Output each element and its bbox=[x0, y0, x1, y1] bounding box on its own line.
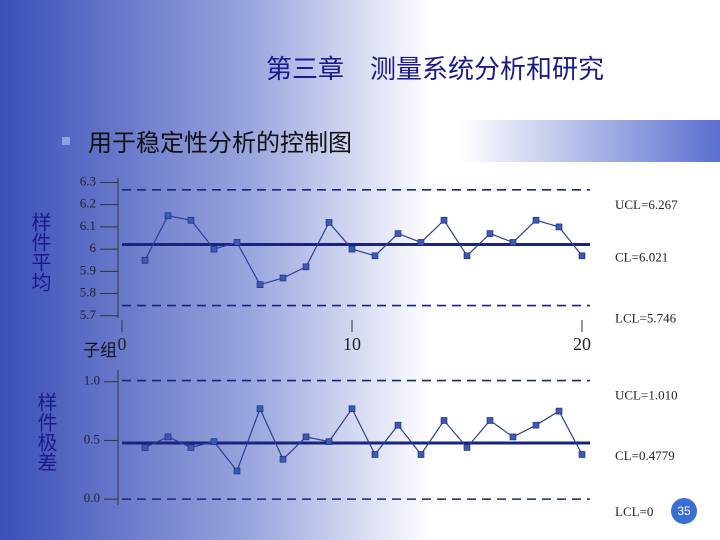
data-point bbox=[463, 252, 471, 260]
data-point bbox=[463, 444, 471, 451]
data-point bbox=[532, 216, 540, 224]
limit-label: UCL=6.267 bbox=[615, 197, 678, 212]
data-point bbox=[509, 433, 517, 441]
data-point bbox=[325, 219, 333, 226]
data-point bbox=[578, 252, 586, 260]
data-point bbox=[164, 433, 172, 441]
data-point bbox=[371, 252, 379, 260]
y-tick-label: 6.2 bbox=[80, 196, 96, 211]
data-point bbox=[210, 438, 218, 445]
y-tick-label: 6.1 bbox=[80, 218, 96, 233]
data-point bbox=[164, 212, 172, 220]
limit-label: UCL=1.010 bbox=[615, 388, 678, 403]
data-point bbox=[371, 451, 379, 458]
data-point bbox=[302, 433, 310, 441]
data-point bbox=[509, 239, 517, 246]
y-tick-label: 5.9 bbox=[80, 262, 96, 277]
data-point bbox=[279, 274, 287, 282]
y-tick-label: 0.0 bbox=[84, 490, 100, 505]
data-point bbox=[394, 230, 402, 237]
data-point bbox=[256, 405, 264, 413]
y-axis-title: 样件极差 bbox=[34, 392, 58, 472]
data-point bbox=[417, 451, 425, 458]
page-badge bbox=[671, 498, 697, 524]
limit-label: LCL=5.746 bbox=[615, 311, 677, 326]
limit-label: LCL=0 bbox=[615, 504, 653, 519]
page-number: 35 bbox=[677, 504, 691, 518]
data-point bbox=[348, 245, 356, 253]
y-tick-label: 5.7 bbox=[80, 307, 97, 322]
data-point bbox=[578, 451, 586, 458]
y-axis-title: 样件平均 bbox=[28, 212, 52, 292]
y-tick-label: 6 bbox=[90, 240, 97, 255]
data-point bbox=[233, 467, 241, 475]
data-point bbox=[256, 281, 264, 288]
limit-label: CL=0.4779 bbox=[615, 448, 675, 463]
data-point bbox=[555, 223, 563, 231]
data-point bbox=[279, 455, 287, 463]
data-point bbox=[440, 216, 448, 224]
y-tick-label: 6.3 bbox=[80, 173, 96, 188]
x-tick-label: 10 bbox=[343, 334, 361, 354]
data-point bbox=[440, 417, 448, 424]
bullet-icon bbox=[62, 137, 70, 145]
slide-title: 第三章 测量系统分析和研究 bbox=[266, 55, 604, 85]
data-point bbox=[233, 239, 241, 246]
data-point bbox=[555, 407, 563, 415]
data-point bbox=[210, 245, 218, 253]
limit-label: CL=6.021 bbox=[615, 249, 668, 264]
header-band bbox=[460, 120, 720, 162]
y-tick-label: 0.5 bbox=[84, 431, 100, 446]
data-point bbox=[325, 438, 333, 445]
data-point bbox=[394, 421, 402, 429]
data-line bbox=[144, 215, 583, 286]
data-point bbox=[348, 405, 356, 413]
y-tick-label: 1.0 bbox=[84, 373, 100, 388]
data-point bbox=[141, 256, 149, 264]
y-tick-label: 5.8 bbox=[80, 285, 96, 300]
x-tick-label: 20 bbox=[573, 334, 591, 354]
data-point bbox=[187, 444, 195, 451]
data-point bbox=[532, 421, 540, 429]
data-point bbox=[417, 239, 425, 246]
x-tick-label: 0 bbox=[118, 334, 127, 354]
data-point bbox=[302, 263, 310, 271]
x-axis-title: 子组 bbox=[83, 341, 117, 361]
data-point bbox=[486, 230, 494, 237]
bullet-text: 用于稳定性分析的控制图 bbox=[88, 129, 352, 157]
data-point bbox=[187, 216, 195, 224]
data-line bbox=[144, 407, 583, 473]
data-point bbox=[141, 444, 149, 451]
data-point bbox=[486, 417, 494, 424]
